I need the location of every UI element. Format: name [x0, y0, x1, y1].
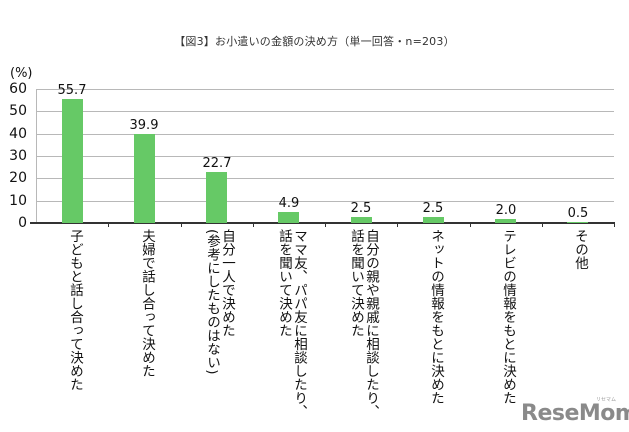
- bar: [278, 212, 299, 223]
- chart-title: 【図3】お小遣いの金額の決め方（単一回答・n=203）: [174, 35, 455, 48]
- gridline: [36, 111, 614, 112]
- x-axis-tick: [542, 222, 543, 227]
- x-axis-tick: [108, 222, 109, 227]
- y-tick-label: 60: [9, 81, 27, 97]
- value-label: 0.5: [567, 206, 589, 221]
- category-label: 子どもと話し合って決めた: [67, 229, 83, 391]
- x-axis-tick: [181, 222, 182, 227]
- category-label: ママ友、パパ友に相談したり、 話を聞いて決めた: [276, 229, 307, 418]
- x-axis-tick: [614, 222, 615, 227]
- bar: [134, 133, 155, 223]
- x-axis-tick: [397, 222, 398, 227]
- category-label: 夫婦で話し合って決めた: [139, 229, 155, 378]
- y-axis-unit: (%): [10, 66, 33, 81]
- value-label: 22.7: [202, 156, 232, 171]
- value-label: 39.9: [129, 118, 159, 133]
- y-tick-label: 50: [9, 103, 27, 119]
- y-tick-label: 10: [9, 193, 27, 209]
- category-label: 自分の親や親戚に相談したり、 話を聞いて決めた: [348, 229, 379, 418]
- y-tick-label: 0: [18, 215, 27, 231]
- y-tick-label: 40: [9, 126, 27, 142]
- y-tick-label: 20: [9, 170, 27, 186]
- bar: [351, 217, 372, 223]
- y-tick-label: 30: [9, 148, 27, 164]
- x-axis-tick: [253, 222, 254, 227]
- resemom-logo: ReseMom: [521, 401, 629, 426]
- gridline: [36, 178, 614, 179]
- gridline: [36, 156, 614, 157]
- bar: [495, 218, 516, 223]
- value-label: 2.5: [350, 201, 372, 216]
- gridline: [36, 201, 614, 202]
- value-label: 2.0: [495, 203, 517, 218]
- resemom-logo-subtext: リセマム: [596, 397, 617, 403]
- category-label: その他: [572, 229, 588, 270]
- bar: [423, 217, 444, 223]
- bar: [62, 98, 83, 223]
- category-label: ネットの情報をもとに決めた: [428, 229, 444, 405]
- bar: [206, 172, 227, 223]
- value-label: 2.5: [422, 201, 444, 216]
- x-axis-tick: [325, 222, 326, 227]
- bar: [567, 221, 588, 223]
- gridline: [36, 89, 614, 90]
- y-axis-line: [36, 89, 37, 223]
- x-axis-line: [30, 222, 614, 224]
- gridline: [36, 134, 614, 135]
- value-label: 4.9: [278, 196, 300, 211]
- x-axis-tick: [470, 222, 471, 227]
- category-label: 自分一人で決めた (参考にしたものはない): [204, 229, 235, 375]
- category-label: テレビの情報をもとに決めた: [500, 229, 516, 405]
- value-label: 55.7: [57, 83, 87, 98]
